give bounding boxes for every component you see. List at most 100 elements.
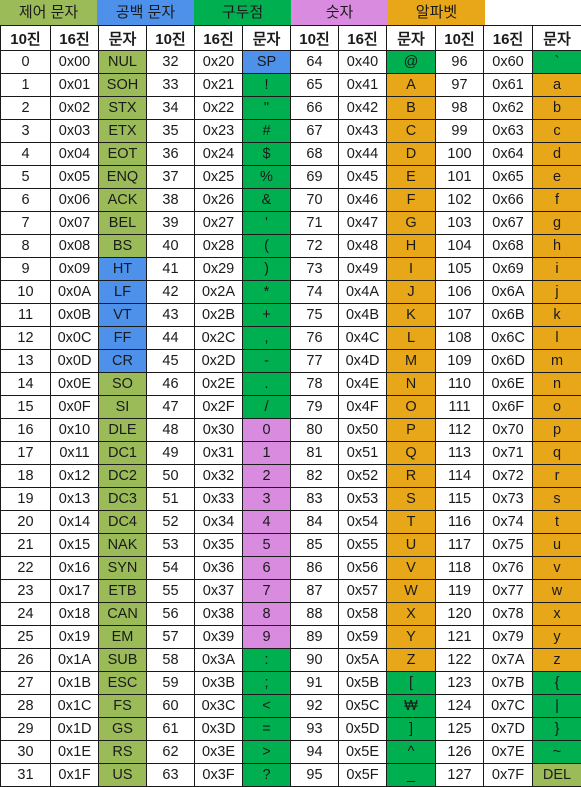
hex-cell: 0x6D	[483, 349, 533, 373]
hex-cell: 0x2D	[194, 349, 243, 373]
header-row: 10진 16진 문자 10진 16진 문자 10진 16진 문자 10진 16진 문자	[0, 25, 581, 51]
character-cell-alphabet: m	[532, 349, 581, 373]
decimal-cell: 122	[435, 648, 484, 672]
character-cell-alphabet: l	[532, 326, 581, 350]
decimal-cell: 62	[146, 740, 195, 764]
hex-cell: 0x55	[338, 533, 387, 557]
decimal-cell: 30	[0, 740, 51, 764]
decimal-cell: 86	[290, 556, 339, 580]
character-cell-alphabet: L	[386, 326, 436, 350]
hex-cell: 0x27	[194, 211, 243, 235]
hex-cell: 0x45	[338, 165, 387, 189]
hex-cell: 0x77	[483, 579, 533, 603]
decimal-cell: 102	[435, 188, 484, 212]
hex-cell: 0x12	[50, 464, 99, 488]
character-cell-whitespace: SP	[242, 50, 291, 74]
character-cell-alphabet: y	[532, 625, 581, 649]
hex-cell: 0x48	[338, 234, 387, 258]
character-cell-punctuation: %	[242, 165, 291, 189]
character-cell-control: GS	[98, 717, 147, 741]
decimal-cell: 44	[146, 326, 195, 350]
character-cell-alphabet: r	[532, 464, 581, 488]
decimal-cell: 106	[435, 280, 484, 304]
hex-cell: 0x56	[338, 556, 387, 580]
decimal-cell: 41	[146, 257, 195, 281]
legend-spacer	[485, 0, 581, 25]
hex-cell: 0x26	[194, 188, 243, 212]
character-cell-alphabet: n	[532, 372, 581, 396]
character-cell-punctuation: ;	[242, 671, 291, 695]
hex-cell: 0x5A	[338, 648, 387, 672]
decimal-cell: 13	[0, 349, 51, 373]
table-row: 15 0x0F SI 47 0x2F/79 0x4F O 111 0x6F o	[0, 395, 581, 419]
hex-cell: 0x3F	[194, 763, 243, 787]
character-cell-alphabet: v	[532, 556, 581, 580]
character-cell-alphabet: w	[532, 579, 581, 603]
character-cell-control: ESC	[98, 671, 147, 695]
table-row: 23 0x17 ETB 55 0x37 7 87 0x57 W 119 0x77 w	[0, 579, 581, 603]
character-cell-alphabet: k	[532, 303, 581, 327]
decimal-cell: 93	[290, 717, 339, 741]
decimal-cell: 79	[290, 395, 339, 419]
table-row: 0 0x00 NUL 32 0x20 SP 64 0x40 @96 0x60 `	[0, 50, 581, 74]
hex-cell: 0x51	[338, 441, 387, 465]
character-cell-control: CAN	[98, 602, 147, 626]
hex-cell: 0x60	[483, 50, 533, 74]
character-cell-control: SI	[98, 395, 147, 419]
table-row: 14 0x0E SO 46 0x2E. 78 0x4E N 110 0x6E n	[0, 372, 581, 396]
character-cell-control: EOT	[98, 142, 147, 166]
hex-cell: 0x43	[338, 119, 387, 143]
table-row: 29 0x1D GS 61 0x3D = 93 0x5D] 125 0x7D}	[0, 717, 581, 741]
character-cell-alphabet: a	[532, 73, 581, 97]
hex-cell: 0x42	[338, 96, 387, 120]
table-row: 6 0x06 ACK 38 0x26 & 70 0x46 F 102 0x66 f	[0, 188, 581, 212]
decimal-cell: 21	[0, 533, 51, 557]
character-cell-whitespace: LF	[98, 280, 147, 304]
hex-cell: 0x4C	[338, 326, 387, 350]
character-cell-digit: 5	[242, 533, 291, 557]
hex-cell: 0x33	[194, 487, 243, 511]
character-cell-digit: 6	[242, 556, 291, 580]
decimal-cell: 35	[146, 119, 195, 143]
character-cell-digit: 8	[242, 602, 291, 626]
hex-cell: 0x04	[50, 142, 99, 166]
table-row: 10 0x0A LF 42 0x2A * 74 0x4A J 106 0x6A j	[0, 280, 581, 304]
decimal-cell: 94	[290, 740, 339, 764]
table-row: 31 0x1F US 63 0x3F? 95 0x5F _ 127 0x7F DEL	[0, 763, 581, 787]
hex-cell: 0x20	[194, 50, 243, 74]
decimal-cell: 71	[290, 211, 339, 235]
column-header: 문자	[386, 25, 436, 51]
ascii-table: 10진 16진 문자 10진 16진 문자 10진 16진 문자 10진 16진 문자 0 0x00 NU…	[0, 25, 581, 787]
character-cell-control: DC4	[98, 510, 147, 534]
hex-cell: 0x02	[50, 96, 99, 120]
decimal-cell: 39	[146, 211, 195, 235]
character-cell-alphabet: J	[386, 280, 436, 304]
hex-cell: 0x69	[483, 257, 533, 281]
decimal-cell: 76	[290, 326, 339, 350]
table-row: 25 0x19 EM 57 0x39 9 89 0x59 Y 121 0x79 y	[0, 625, 581, 649]
decimal-cell: 77	[290, 349, 339, 373]
character-cell-control: SO	[98, 372, 147, 396]
decimal-cell: 17	[0, 441, 51, 465]
character-cell-whitespace: HT	[98, 257, 147, 281]
hex-cell: 0x66	[483, 188, 533, 212]
decimal-cell: 123	[435, 671, 484, 695]
decimal-cell: 48	[146, 418, 195, 442]
character-cell-punctuation: _	[386, 763, 436, 787]
hex-cell: 0x30	[194, 418, 243, 442]
character-cell-alphabet: C	[386, 119, 436, 143]
decimal-cell: 43	[146, 303, 195, 327]
table-row: 22 0x16 SYN 54 0x36 6 86 0x56 V 118 0x76 v	[0, 556, 581, 580]
decimal-cell: 105	[435, 257, 484, 281]
character-cell-digit: 4	[242, 510, 291, 534]
decimal-cell: 67	[290, 119, 339, 143]
hex-cell: 0x2C	[194, 326, 243, 350]
character-cell-alphabet: c	[532, 119, 581, 143]
hex-cell: 0x75	[483, 533, 533, 557]
decimal-cell: 29	[0, 717, 51, 741]
hex-cell: 0x21	[194, 73, 243, 97]
character-cell-punctuation: <	[242, 694, 291, 718]
decimal-cell: 61	[146, 717, 195, 741]
character-cell-punctuation: |	[532, 694, 581, 718]
character-cell-whitespace: FF	[98, 326, 147, 350]
